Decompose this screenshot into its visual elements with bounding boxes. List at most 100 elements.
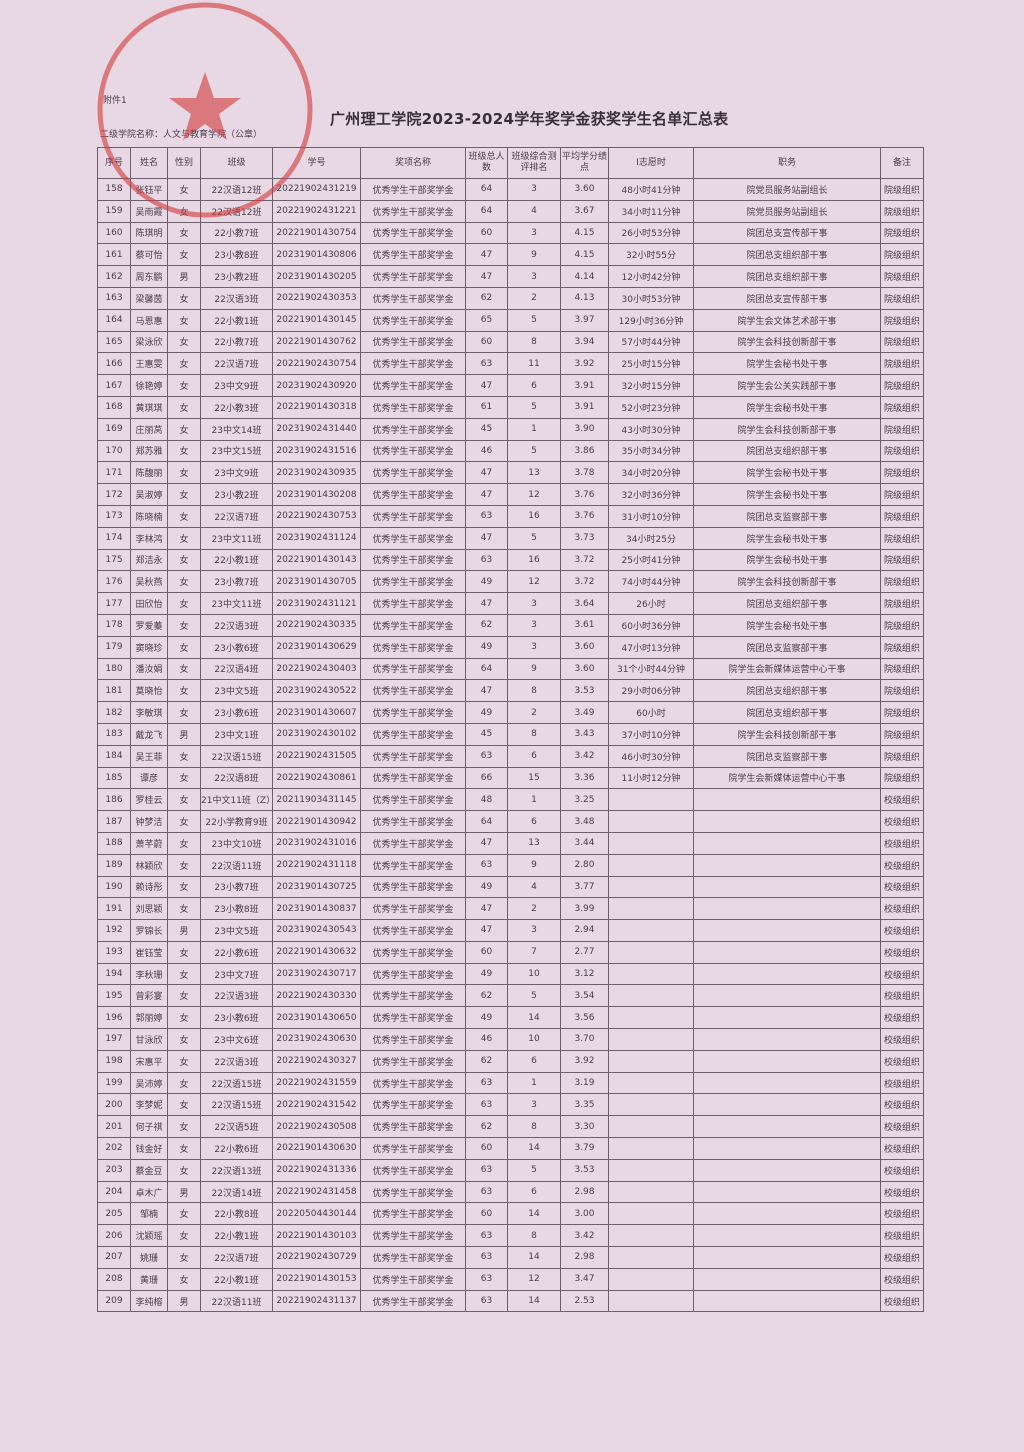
cell-class: 22汉语7班	[200, 504, 273, 528]
cell-position: 院学生会秘书处干事	[693, 483, 881, 506]
cell-position	[693, 831, 881, 855]
cell-gender: 男	[167, 265, 201, 288]
cell-remark: 校级组织	[880, 810, 924, 833]
cell-remark: 院级组织	[880, 483, 924, 506]
cell-remark: 院级组织	[880, 199, 924, 223]
cell-position	[693, 1049, 881, 1073]
cell-class: 23小教6班	[200, 635, 273, 659]
cell-seq: 201	[97, 1115, 131, 1139]
table-row: 190 赖诗彤女 23小教7班 20231901430725 优秀学生干部奖学金 49 4 3…	[97, 875, 924, 899]
cell-gpa: 3.60	[560, 178, 609, 201]
cell-seq: 200	[97, 1093, 131, 1117]
cell-gender: 女	[167, 657, 201, 681]
table-row: 174 李林鸿女 23中文11班 20231902431124 优秀学生干部奖学金 47 5…	[97, 526, 924, 550]
cell-class: 22汉语15班	[200, 1093, 273, 1117]
cell-class: 23小教8班	[200, 897, 273, 921]
cell-class-size: 47	[465, 679, 508, 703]
cell-class-size: 60	[465, 221, 508, 245]
cell-class: 22汉语14班	[200, 1180, 273, 1204]
cell-award: 优秀学生干部奖学金	[360, 461, 466, 485]
cell-student-id: 20231902431516	[272, 439, 361, 463]
cell-class-size: 63	[465, 1180, 508, 1204]
cell-award: 优秀学生干部奖学金	[360, 1006, 466, 1030]
cell-class-size: 63	[465, 1224, 508, 1248]
cell-gender: 女	[167, 526, 201, 550]
cell-gpa: 3.97	[560, 308, 609, 332]
cell-gpa: 3.92	[560, 1049, 609, 1073]
cell-rank: 16	[507, 504, 561, 528]
cell-class-size: 66	[465, 766, 508, 790]
cell-gpa: 3.43	[560, 722, 609, 746]
table-row: 192 罗锦长男 23中文5班 20231902430543 优秀学生干部奖学金 47 3 2…	[97, 919, 924, 942]
cell-name: 钱金好	[130, 1137, 168, 1160]
cell-gpa: 3.64	[560, 592, 609, 615]
cell-class-size: 47	[465, 526, 508, 550]
cell-volunteer-hours: 52小时23分钟	[608, 395, 694, 419]
cell-name: 林颖欣	[130, 853, 168, 877]
cell-gender: 女	[167, 635, 201, 659]
cell-award: 优秀学生干部奖学金	[360, 199, 466, 223]
cell-student-id: 20231902431124	[272, 526, 361, 550]
cell-gender: 女	[167, 744, 201, 768]
cell-volunteer-hours: 29小时06分钟	[608, 679, 694, 703]
cell-rank: 6	[507, 810, 561, 833]
cell-student-id: 20231901430607	[272, 701, 361, 724]
cell-position: 院学生会新媒体运营中心干事	[693, 657, 881, 681]
cell-student-id: 20221901430318	[272, 395, 361, 419]
cell-gpa: 3.99	[560, 897, 609, 921]
cell-position	[693, 1137, 881, 1160]
table-row: 199 吴沛婷女 22汉语15班 20221902431559 优秀学生干部奖学金 63 1…	[97, 1071, 924, 1095]
cell-volunteer-hours: 74小时44分钟	[608, 570, 694, 594]
cell-volunteer-hours: 12小时42分钟	[608, 265, 694, 288]
table-row: 209 李纯榕男 22汉语11班 20221902431137 优秀学生干部奖学金 63 1…	[97, 1289, 924, 1313]
cell-seq: 168	[97, 395, 131, 419]
cell-rank: 1	[507, 788, 561, 812]
cell-gpa: 3.92	[560, 352, 609, 376]
cell-gender: 女	[167, 461, 201, 485]
cell-award: 优秀学生干部奖学金	[360, 613, 466, 637]
cell-student-id: 20231901430208	[272, 483, 361, 506]
cell-volunteer-hours: 34小时20分钟	[608, 461, 694, 485]
cell-gpa: 3.56	[560, 1006, 609, 1030]
table-row: 187 钟梦洁女 22小学教育9班 20221901430942 优秀学生干部奖学金 64…	[97, 810, 924, 833]
cell-gender: 女	[167, 308, 201, 332]
cell-class: 22汉语13班	[200, 1158, 273, 1182]
cell-remark: 校级组织	[880, 788, 924, 812]
cell-rank: 12	[507, 570, 561, 594]
cell-class: 23中文11班	[200, 526, 273, 550]
cell-remark: 校级组织	[880, 1224, 924, 1248]
cell-position: 院团总支组织部干事	[693, 243, 881, 267]
table-row: 204 卓木广男 22汉语14班 20221902431458 优秀学生干部奖学金 63 6…	[97, 1180, 924, 1204]
cell-remark: 院级组织	[880, 178, 924, 201]
cell-volunteer-hours	[608, 1267, 694, 1291]
cell-student-id: 20231902431121	[272, 592, 361, 615]
cell-rank: 8	[507, 330, 561, 354]
cell-class: 22汉语5班	[200, 1115, 273, 1139]
cell-class-size: 60	[465, 940, 508, 964]
cell-rank: 3	[507, 265, 561, 288]
cell-class-size: 46	[465, 439, 508, 463]
table-row: 164 马恩惠女 22小教1班 20221901430145 优秀学生干部奖学金 65 5 3…	[97, 308, 924, 332]
table-row: 158 张钰平女 22汉语12班 20221902431219 优秀学生干部奖学金 64 3…	[97, 178, 924, 201]
cell-class-size: 64	[465, 199, 508, 223]
cell-rank: 9	[507, 657, 561, 681]
cell-award: 优秀学生干部奖学金	[360, 679, 466, 703]
cell-rank: 12	[507, 1267, 561, 1291]
cell-student-id: 20211903431145	[272, 788, 361, 812]
cell-seq: 205	[97, 1202, 131, 1226]
cell-name: 罗锦长	[130, 919, 168, 942]
cell-rank: 2	[507, 701, 561, 724]
cell-class-size: 49	[465, 962, 508, 986]
cell-award: 优秀学生干部奖学金	[360, 1071, 466, 1095]
cell-seq: 161	[97, 243, 131, 267]
cell-seq: 208	[97, 1267, 131, 1291]
cell-student-id: 20221902431336	[272, 1158, 361, 1182]
cell-award: 优秀学生干部奖学金	[360, 701, 466, 724]
cell-position: 院党员服务站副组长	[693, 178, 881, 201]
table-row: 178 罗爱蓁女 22汉语3班 20221902430335 优秀学生干部奖学金 62 3 3…	[97, 613, 924, 637]
cell-class: 22小教7班	[200, 221, 273, 245]
cell-name: 李林鸿	[130, 526, 168, 550]
cell-rank: 1	[507, 417, 561, 441]
cell-gender: 女	[167, 1224, 201, 1248]
cell-position	[693, 1224, 881, 1248]
